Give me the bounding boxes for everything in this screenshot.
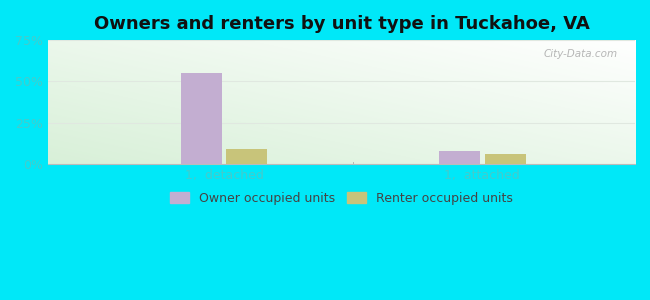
Bar [439,151,480,164]
Bar [181,73,222,164]
Title: Owners and renters by unit type in Tuckahoe, VA: Owners and renters by unit type in Tucka… [94,15,590,33]
Legend: Owner occupied units, Renter occupied units: Owner occupied units, Renter occupied un… [165,187,518,210]
Bar [226,149,267,164]
Bar [485,154,526,164]
Text: City-Data.com: City-Data.com [543,49,618,59]
